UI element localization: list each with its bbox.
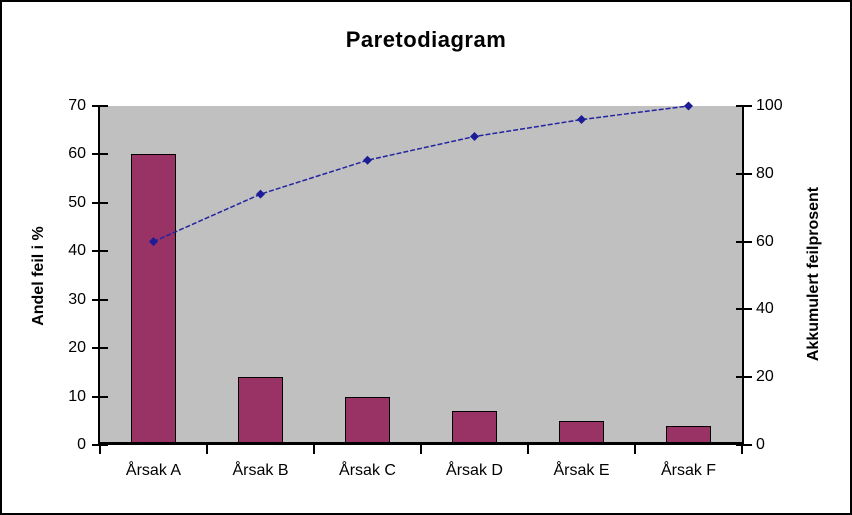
right-axis-tick bbox=[736, 240, 752, 243]
category-label-årsak-f: Årsak F bbox=[660, 462, 717, 479]
left-axis-tick-label: 0 bbox=[77, 436, 86, 453]
right-axis-tick-label: 100 bbox=[756, 97, 783, 114]
bottom-axis-tick bbox=[634, 445, 636, 454]
left-axis-tick-label: 20 bbox=[68, 339, 86, 357]
right-axis-tick bbox=[736, 376, 752, 379]
bar-årsak-c bbox=[345, 396, 390, 445]
right-axis-tick-label: 20 bbox=[756, 368, 774, 386]
bottom-axis-tick bbox=[206, 445, 208, 454]
chart-title: Paretodiagram bbox=[345, 27, 507, 52]
bottom-axis-tick bbox=[527, 445, 529, 454]
left-axis-tick-label: 10 bbox=[68, 387, 86, 405]
left-axis-tick bbox=[92, 105, 108, 107]
left-axis-tick-label: 30 bbox=[68, 290, 86, 308]
right-axis-tick-label: 40 bbox=[756, 300, 774, 318]
right-axis-line bbox=[742, 106, 744, 445]
bottom-axis-tick bbox=[420, 445, 422, 454]
bar-årsak-a bbox=[131, 154, 176, 445]
left-axis-tick bbox=[92, 250, 108, 253]
category-label-årsak-c: Årsak C bbox=[339, 462, 396, 479]
bottom-axis-tick bbox=[741, 445, 743, 454]
right-axis-title: Akkumulert feilprosent bbox=[805, 186, 822, 362]
left-axis-tick bbox=[92, 298, 108, 301]
left-axis-tick bbox=[92, 347, 108, 350]
right-axis-tick bbox=[736, 105, 752, 107]
right-axis-tick-label: 80 bbox=[756, 164, 774, 182]
right-axis-tick bbox=[736, 444, 752, 446]
left-axis-tick bbox=[92, 153, 108, 156]
right-axis-tick-label: 60 bbox=[756, 232, 774, 250]
left-axis-tick-label: 60 bbox=[68, 145, 86, 163]
bottom-axis-tick bbox=[313, 445, 315, 454]
bottom-axis-tick bbox=[99, 445, 101, 454]
left-axis-tick-label: 70 bbox=[68, 97, 86, 114]
bar-årsak-b bbox=[238, 377, 283, 445]
right-axis-tick-label: 0 bbox=[756, 436, 765, 453]
left-axis-tick bbox=[92, 201, 108, 204]
category-label-årsak-a: Årsak A bbox=[125, 462, 182, 479]
category-label-årsak-d: Årsak D bbox=[446, 462, 503, 479]
left-axis-tick-label: 40 bbox=[68, 242, 86, 260]
bar-årsak-d bbox=[452, 411, 497, 445]
plot-area bbox=[100, 106, 742, 445]
category-label-årsak-b: Årsak B bbox=[232, 462, 289, 479]
right-axis-tick bbox=[736, 172, 752, 175]
left-axis-title: Andel feil i % bbox=[30, 226, 47, 326]
left-axis-tick-label: 50 bbox=[68, 193, 86, 211]
left-axis-tick bbox=[92, 395, 108, 398]
bottom-axis-line bbox=[98, 442, 744, 445]
category-label-årsak-e: Årsak E bbox=[553, 462, 610, 479]
left-axis-line bbox=[98, 106, 100, 445]
right-axis-tick bbox=[736, 308, 752, 311]
